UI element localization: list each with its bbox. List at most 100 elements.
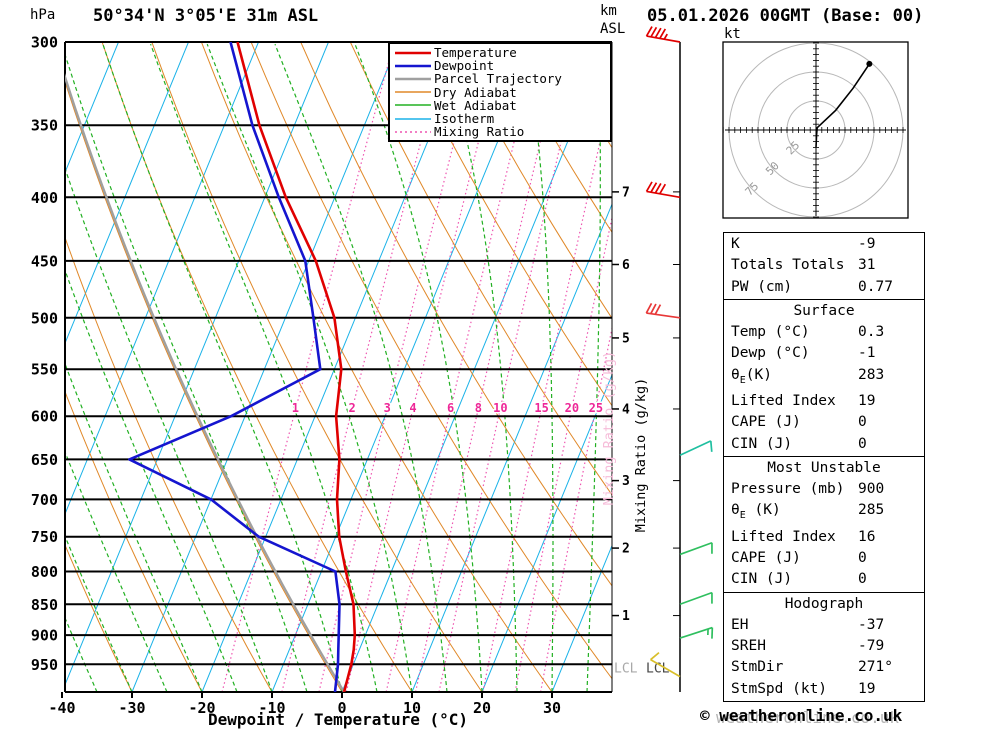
svg-text:750: 750: [31, 528, 58, 546]
svg-text:-30: -30: [118, 699, 145, 717]
svg-text:850: 850: [31, 596, 58, 614]
stats-row: Pressure (mb) 900: [724, 479, 924, 500]
wind-barb: [679, 626, 714, 639]
svg-text:0: 0: [337, 699, 346, 717]
legend: Temperature Dewpoint Parcel Trajectory Dry …: [388, 42, 612, 143]
legend-line-sample: [395, 104, 431, 107]
svg-text:15: 15: [534, 401, 548, 415]
svg-text:450: 450: [31, 252, 58, 270]
lcl-labels: LCL LCL: [614, 661, 670, 676]
svg-text:6: 6: [447, 401, 454, 415]
svg-text:4: 4: [409, 401, 416, 415]
svg-text:500: 500: [31, 309, 58, 327]
x-axis-ticks: [61, 692, 553, 698]
legend-label: Parcel Trajectory: [434, 71, 562, 87]
svg-text:2: 2: [622, 542, 630, 557]
stats-section-title: Hodograph: [784, 595, 864, 612]
stats-value: 16: [858, 528, 876, 545]
isotherm-lines: [65, 42, 612, 692]
stats-value: 0: [858, 414, 867, 431]
wind-barb: [679, 440, 713, 457]
wind-barb-axis: [673, 42, 681, 692]
stats-row: Dewp (°C) -1: [724, 343, 924, 364]
svg-text:600: 600: [31, 408, 58, 426]
legend-label: Dewpoint: [434, 58, 495, 74]
legend-item: Isotherm: [390, 112, 610, 125]
stats-label: CAPE (J): [731, 414, 801, 431]
svg-text:8: 8: [475, 401, 482, 415]
svg-text:400: 400: [31, 189, 58, 207]
svg-text:300: 300: [31, 34, 58, 52]
svg-text:1: 1: [622, 609, 630, 624]
datetime-title: 05.01.2026 00GMT (Base: 00): [647, 6, 924, 26]
svg-text:6: 6: [622, 258, 630, 273]
hodograph-unit-label: kt: [724, 26, 741, 42]
svg-text:700: 700: [31, 491, 58, 509]
stats-value: 900: [858, 481, 885, 498]
stats-label: θE (K): [731, 502, 781, 522]
stats-row: SREH -79: [724, 636, 924, 657]
svg-text:-40: -40: [48, 699, 75, 717]
wind-barb: [679, 591, 713, 606]
stats-row: Temp (°C) 0.3: [724, 322, 924, 343]
stats-value: 0: [858, 549, 867, 566]
pressure-unit-label: hPa: [30, 7, 56, 23]
wind-barb: [679, 541, 713, 556]
stats-value: -1: [858, 345, 876, 362]
copyright: © weatheronline.co.uk: [700, 706, 903, 725]
stats-label: PW (cm): [731, 278, 793, 295]
stats-row: CIN (J) 0: [724, 569, 924, 590]
stats-value: 271°: [858, 659, 893, 676]
stats-label: Temp (°C): [731, 324, 810, 341]
legend-item: Mixing Ratio: [390, 125, 610, 138]
svg-text:20: 20: [565, 401, 579, 415]
temperature-line: [236, 42, 357, 692]
stats-label: EH: [731, 616, 749, 633]
km-axis-ticks: [612, 191, 619, 617]
stats-row: CAPE (J) 0: [724, 412, 924, 433]
stats-section-title: Most Unstable: [767, 459, 881, 476]
legend-item: Parcel Trajectory: [390, 72, 610, 85]
stats-label: Lifted Index: [731, 528, 836, 545]
parcel-trajectory-line: [65, 73, 346, 692]
stats-label: CIN (J): [731, 435, 793, 452]
legend-label: Mixing Ratio: [434, 124, 525, 140]
svg-text:20: 20: [473, 699, 491, 717]
x-axis-title: Dewpoint / Temperature (°C): [207, 710, 469, 729]
stats-label: StmDir: [731, 659, 784, 676]
stats-row: StmDir 271°: [724, 657, 924, 678]
svg-text:LCL: LCL: [614, 661, 638, 676]
legend-item: Temperature: [390, 46, 610, 59]
dewpoint-line: [128, 42, 341, 692]
svg-text:900: 900: [31, 627, 58, 645]
stats-row: StmSpd (kt) 19: [724, 679, 924, 700]
wind-barb: [645, 26, 681, 43]
svg-text:4: 4: [622, 402, 630, 417]
stats-value: 0.3: [858, 324, 885, 341]
stats-label: θE(K): [731, 366, 772, 386]
svg-text:5: 5: [622, 331, 630, 346]
stats-table: K -9 Totals Totals 31 PW (cm) 0.77 Surface Temp…: [723, 232, 925, 703]
svg-text:2: 2: [348, 401, 355, 415]
stats-row: CAPE (J) 0: [724, 548, 924, 569]
stats-label: StmSpd (kt): [731, 680, 828, 697]
legend-line-sample: [395, 131, 431, 133]
svg-text:-20: -20: [188, 699, 215, 717]
mixing-ratio-value-labels: 1 2 3 4 6 8 10 15 20 25: [290, 400, 604, 417]
svg-text:800: 800: [31, 563, 58, 581]
stats-row: θE (K) 285: [724, 500, 924, 526]
svg-text:950: 950: [31, 656, 58, 674]
stats-row: PW (cm) 0.77: [724, 277, 924, 298]
wind-barb: [645, 302, 681, 319]
wind-barb: [650, 651, 681, 678]
stats-value: 283: [858, 366, 885, 383]
legend-line-sample: [395, 77, 431, 81]
stats-value: -79: [858, 638, 885, 655]
stats-section: Most Unstable Pressure (mb) 900 θE (K) 285 Li…: [724, 455, 924, 592]
wind-barb: [645, 181, 681, 199]
stats-label: K: [731, 236, 740, 252]
svg-text:-10: -10: [258, 699, 285, 717]
stats-value: 0: [858, 435, 867, 452]
